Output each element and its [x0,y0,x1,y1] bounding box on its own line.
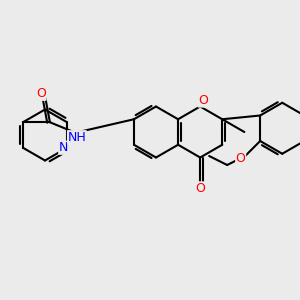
Text: O: O [195,182,205,195]
Text: N: N [59,141,68,154]
Text: NH: NH [68,131,86,144]
Text: O: O [36,87,46,100]
Text: O: O [198,94,208,107]
Text: O: O [236,152,246,166]
